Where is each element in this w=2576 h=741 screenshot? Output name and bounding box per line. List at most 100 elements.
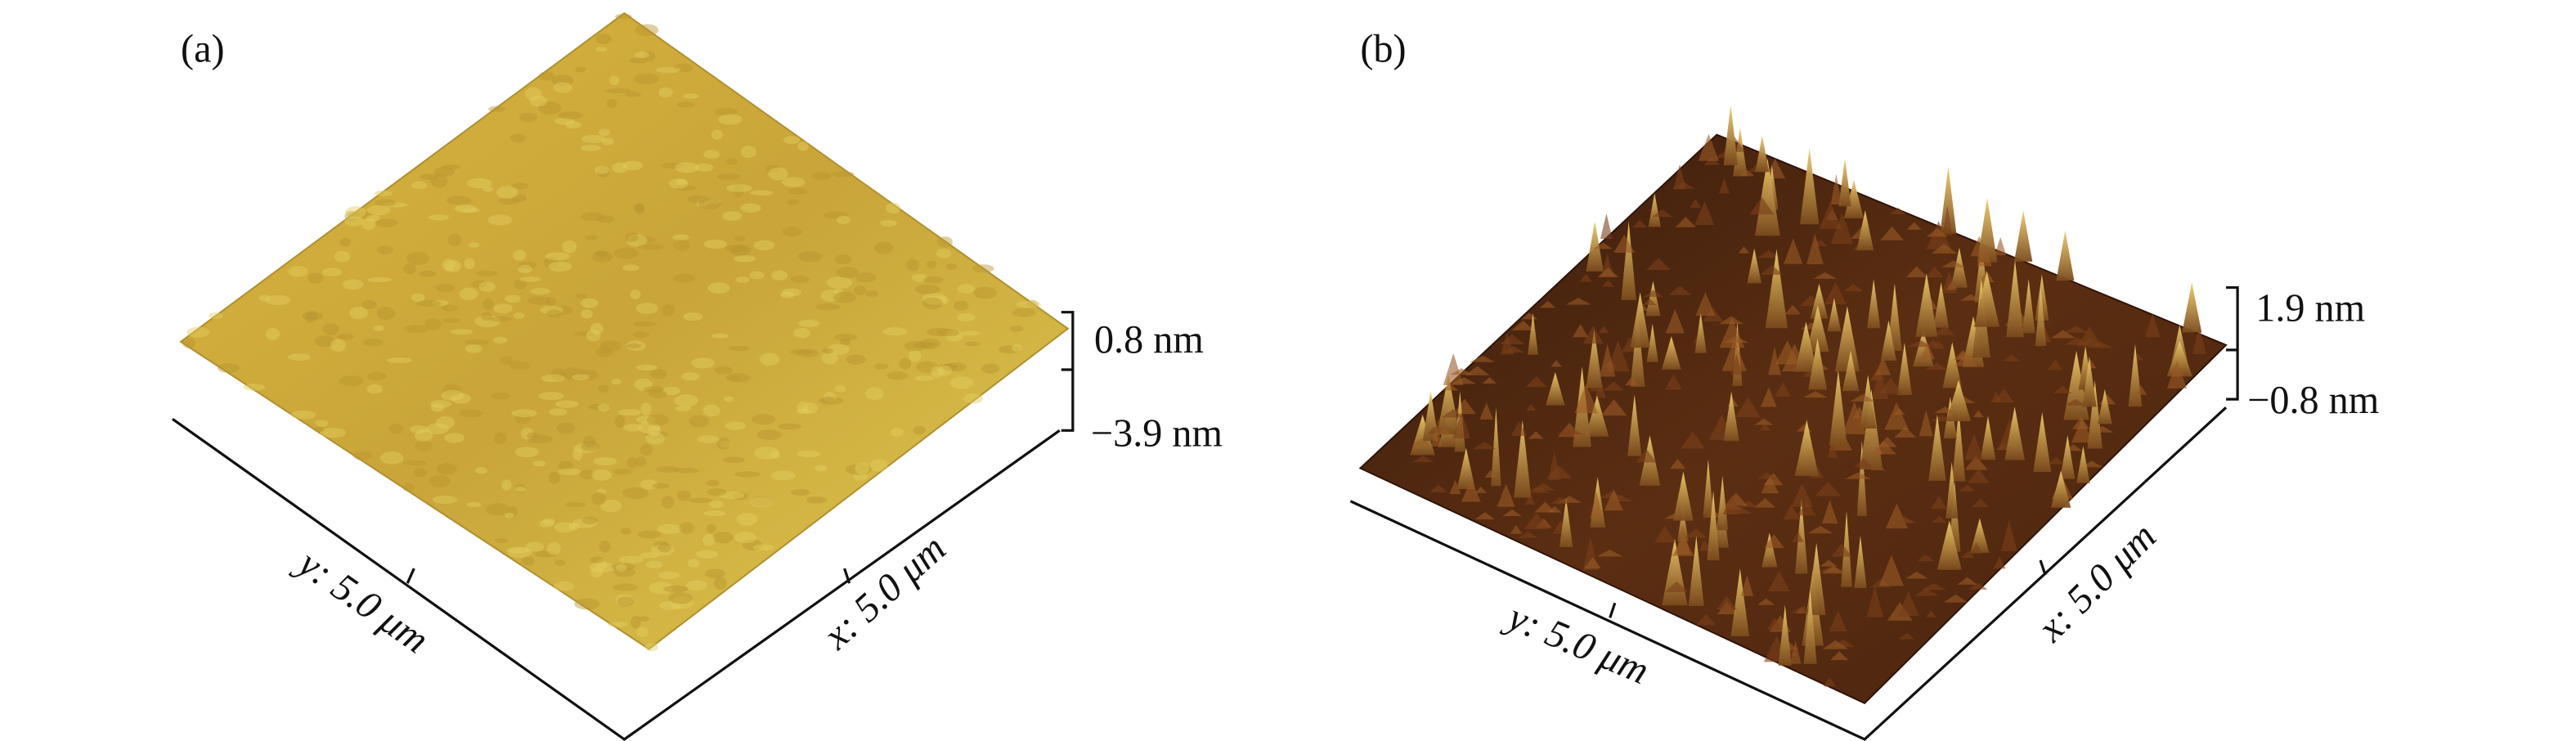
texture-mark [1723,105,1739,166]
texture-mark [1899,632,1915,640]
texture-mark [1703,459,1714,515]
texture-mark [1437,375,1461,435]
texture-mark [482,299,494,310]
texture-mark [890,427,904,437]
texture-mark [551,74,574,87]
texture-mark [599,340,622,353]
texture-mark [1841,510,1852,587]
texture-mark [1925,362,1949,370]
texture-mark [662,585,689,593]
texture-mark [869,459,888,472]
texture-mark [613,567,635,577]
texture-mark [922,297,943,310]
texture-mark [1859,375,1877,429]
texture-mark [301,312,323,321]
texture-mark [435,283,455,293]
texture-mark [715,366,734,375]
texture-mark [1574,384,1598,414]
texture-mark [1977,197,1998,263]
texture-mark [685,580,707,591]
texture-mark [1792,531,1804,542]
texture-mark [943,362,967,372]
panel-a: (a) 0.8 nm −3.9 nm y: 5.0 μm x: 5.0 μm [172,11,1223,741]
texture-mark [648,389,667,398]
texture-mark [447,233,461,247]
texture-mark [596,488,607,495]
texture-mark [1551,360,1563,367]
texture-mark [414,429,433,442]
texture-mark [1932,515,1947,523]
texture-mark [305,310,317,323]
texture-mark [511,182,529,190]
texture-mark [662,303,675,317]
texture-mark [580,145,602,151]
texture-mark [613,469,634,475]
texture-mark [487,214,513,226]
texture-mark [361,300,377,310]
texture-mark [441,304,460,312]
texture-mark [1491,407,1501,487]
texture-mark [1874,357,1892,375]
texture-mark [696,199,708,208]
texture-mark [524,87,542,101]
texture-mark [521,556,535,566]
texture-mark [538,71,555,81]
texture-mark [581,134,605,143]
texture-mark [444,433,464,443]
texture-mark [1870,440,1896,455]
texture-mark [1573,324,1589,338]
y-axis-label: y: 5.0 μm [1498,594,1655,693]
texture-mark [1827,442,1838,458]
texture-mark [640,479,658,490]
texture-mark [1766,617,1783,631]
texture-mark [972,264,994,273]
texture-mark [855,462,870,475]
texture-mark [873,363,889,370]
texture-mark [1829,651,1849,661]
texture-mark [321,267,343,276]
z-top-label: 0.8 nm [1094,318,1204,362]
texture-mark [441,164,461,170]
texture-mark [339,375,364,387]
texture-mark [651,483,670,489]
texture-mark [768,167,788,181]
texture-mark [514,278,527,290]
texture-mark [506,546,531,554]
texture-mark [916,361,939,373]
texture-mark [554,400,579,408]
texture-mark [568,523,580,531]
texture-mark [906,258,920,272]
texture-mark [581,309,593,319]
texture-mark [765,164,780,173]
y-axis-label: y: 5.0 μm [287,539,437,662]
texture-mark [513,249,527,261]
axis-tick [2039,559,2047,576]
texture-mark [2014,210,2033,262]
texture-mark [1802,391,1828,398]
texture-mark [981,363,1000,374]
texture-mark [806,496,828,504]
texture-mark [1803,589,1817,664]
texture-mark [388,423,404,435]
texture-mark [1452,411,1471,438]
texture-mark [640,402,652,415]
texture-mark [725,421,747,430]
texture-mark [734,471,761,478]
texture-mark [1905,266,1928,277]
texture-mark [1694,200,1715,226]
texture-mark [945,263,958,270]
texture-mark [493,336,508,344]
texture-mark [914,284,940,294]
texture-mark [2166,360,2188,389]
texture-mark [797,251,823,263]
texture-mark [633,73,660,85]
texture-mark [722,456,745,463]
texture-mark [756,429,782,441]
texture-mark [430,174,448,188]
texture-mark [1648,193,1661,227]
texture-mark [478,281,496,293]
texture-mark [711,129,723,140]
surface [1358,133,2228,705]
texture-mark [1960,294,1981,301]
texture-mark [2002,354,2021,362]
